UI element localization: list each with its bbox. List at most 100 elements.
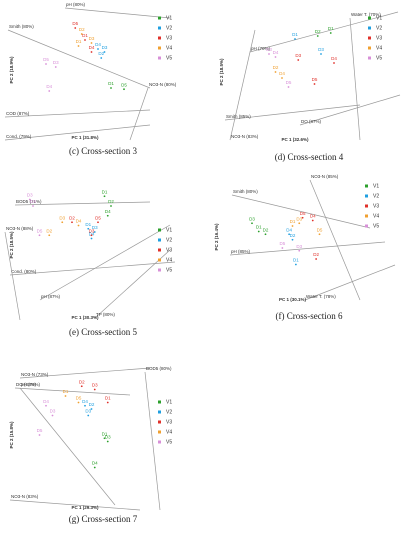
point (316, 35, 319, 37)
point-label: D5 (121, 82, 127, 87)
legend-swatch (365, 224, 368, 228)
point-label: D4 (92, 461, 98, 466)
point-label: D3 (85, 409, 91, 414)
biplot-axis-label: DO (83%) (16, 382, 37, 387)
point (38, 434, 41, 436)
point (45, 404, 47, 407)
legend-label: V5 (373, 223, 379, 229)
legend-label: V3 (376, 35, 382, 41)
legend-label: V5 (166, 55, 172, 61)
point (110, 87, 112, 89)
legend-label: V1 (373, 183, 379, 189)
point (103, 437, 106, 440)
point-label: D1 (76, 39, 82, 44)
point-label: D3 (89, 228, 95, 233)
biplot-axis (9, 499, 141, 511)
point-label: D4 (331, 56, 337, 61)
legend-swatch (368, 36, 371, 40)
point-label: D5 (72, 21, 78, 26)
point-label: D3 (53, 60, 59, 65)
point (294, 263, 297, 266)
y-axis-label: PC 2 (18.9%) (9, 56, 14, 84)
point-label: D1 (63, 389, 69, 394)
point (100, 57, 103, 59)
point (274, 71, 277, 73)
legend-label: V1 (376, 15, 382, 21)
point-label: D2 (46, 228, 52, 233)
point-label: D1 (102, 189, 108, 194)
biplot-axis (229, 29, 256, 141)
point-label: D1 (290, 219, 296, 224)
biplot-axis-label: NO3-N (80%) (149, 82, 177, 87)
legend-label: V2 (373, 193, 379, 199)
point (77, 401, 80, 404)
legend-label: V5 (376, 55, 382, 61)
caption: (d) Cross-section 4 (275, 152, 344, 162)
legend-swatch (158, 268, 161, 272)
legend-label: V4 (373, 213, 379, 219)
point (80, 385, 83, 388)
point (291, 238, 294, 241)
legend-swatch (158, 56, 161, 60)
legend-swatch (368, 46, 371, 50)
point-label: D1 (108, 81, 114, 86)
legend-label: V5 (166, 267, 172, 273)
point-label: D1 (256, 225, 262, 230)
legend-swatch (365, 204, 368, 208)
point-label: D5 (286, 80, 292, 85)
point-label: D5 (37, 228, 43, 233)
caption: (e) Cross-section 5 (69, 327, 137, 337)
point (313, 83, 316, 85)
biplot-axis-label: pH (85%) (231, 249, 251, 254)
legend-label: V2 (166, 409, 172, 415)
point-label: D1 (292, 32, 298, 37)
point (288, 233, 291, 236)
point (74, 27, 77, 29)
legend-label: V4 (166, 257, 172, 263)
legend-swatch (158, 16, 161, 20)
caption: (c) Cross-section 3 (69, 146, 137, 156)
point (61, 221, 64, 224)
point-label: D2 (79, 379, 85, 384)
biplot-axis-label: NO3-N (85%) (311, 174, 339, 179)
point (320, 53, 322, 55)
point-label: D1 (293, 258, 299, 263)
point-label: D1 (85, 222, 91, 227)
point (264, 233, 267, 236)
point (97, 48, 99, 50)
legend-swatch (368, 16, 371, 20)
biplot-axis (19, 387, 116, 506)
point-label: D2 (89, 402, 95, 407)
biplot-axis-label: NO3-N (73%) (21, 372, 49, 377)
x-axis-label: PC 1 (30.3%) (71, 315, 99, 320)
biplot-axis (299, 94, 401, 126)
x-axis-label: PC 1 (32.6%) (281, 137, 309, 142)
point-label: D4 (89, 232, 95, 237)
point-label: D5 (95, 215, 101, 220)
point-label: D5 (300, 211, 306, 216)
biplot-axis (304, 264, 396, 301)
point (87, 414, 90, 417)
point (106, 401, 109, 404)
biplot-axis (39, 224, 171, 301)
legend-swatch (158, 420, 161, 424)
point (281, 247, 284, 249)
point-label: D3 (296, 216, 302, 221)
point-label: D2 (290, 233, 296, 238)
y-axis-label: PC 2 (18.5%) (219, 58, 224, 86)
legend-swatch (158, 26, 161, 30)
legend-swatch (365, 184, 368, 188)
x-axis-label: PC 1 (31.8%) (71, 135, 99, 140)
point-label: D3 (102, 45, 108, 50)
point (257, 230, 260, 233)
point (294, 38, 296, 40)
point-label: D2 (273, 65, 279, 70)
biplot-axis-label: pH (80%) (66, 2, 86, 7)
point-label: D2 (69, 215, 75, 220)
point-label: D3 (249, 216, 255, 221)
biplot-axis (64, 7, 171, 19)
point (123, 88, 125, 91)
point (71, 221, 73, 224)
point (93, 388, 96, 391)
